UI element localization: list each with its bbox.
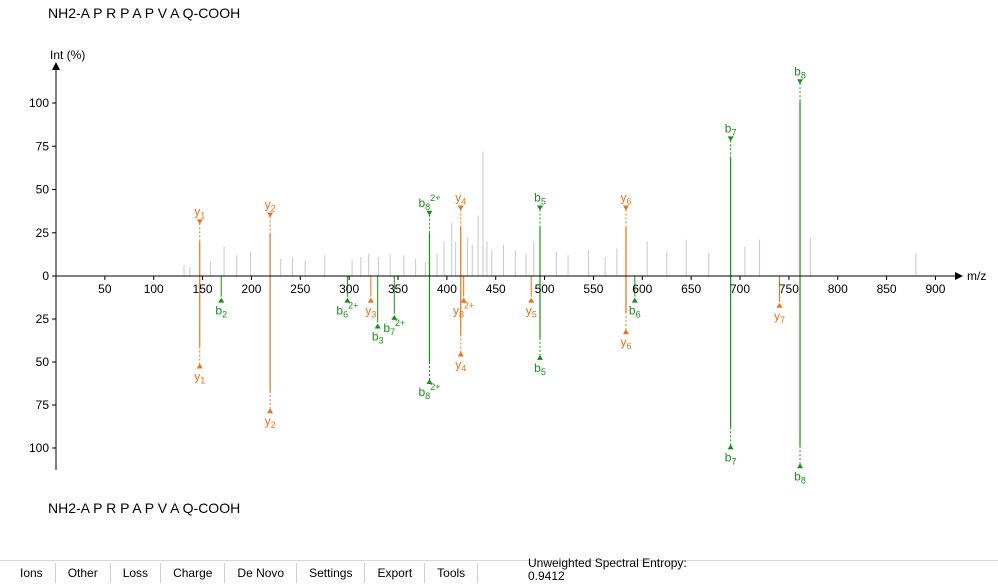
peak-marker [536, 205, 543, 211]
predicted-marker [218, 297, 225, 303]
export-menu-button[interactable]: Export [365, 562, 426, 583]
predicted-label: y82+ [453, 301, 474, 320]
peak-label-top: b5 [534, 191, 546, 207]
peak-label-bottom: b7 [725, 450, 737, 466]
peak-label-bottom: b5 [534, 361, 546, 377]
settings-menu-button[interactable]: Settings [297, 562, 366, 583]
de-novo-menu-button[interactable]: De Novo [225, 562, 298, 583]
peak-marker [797, 79, 804, 85]
x-tick-label: 400 [437, 282, 457, 296]
predicted-marker [631, 297, 638, 303]
predicted-marker [374, 323, 381, 329]
tools-menu-button[interactable]: Tools [425, 562, 479, 583]
predicted-label: y7 [774, 309, 785, 325]
predicted-label: b72+ [383, 318, 405, 337]
spectral-entropy: Unweighted Spectral Entropy: 0.9412 [528, 557, 687, 583]
peptide-sequence-bottom: NH2-A P R P A P V A Q-COOH [48, 500, 241, 516]
x-tick-label: 900 [925, 282, 945, 296]
x-tick-label: 50 [98, 282, 112, 296]
x-tick-label: 100 [144, 282, 164, 296]
x-tick-label: 200 [241, 282, 261, 296]
peak-label-top: y1 [194, 204, 205, 220]
spectrum-plot[interactable]: y1 y1 y2 y2 b82+ b82+ y4 y4 b5 b5 y6 y6 b7 b7 b8 b8 b2 b6… [0, 0, 998, 560]
peak-marker [196, 219, 203, 225]
peak-label-top: y4 [455, 191, 466, 207]
y-tick-label-mirror: 100 [29, 441, 49, 455]
predicted-marker [460, 297, 467, 303]
spectral-entropy-label: Unweighted Spectral Entropy: [528, 556, 687, 570]
predicted-marker [344, 297, 351, 303]
peak-label-bottom: b8 [794, 469, 806, 485]
y-tick-label-mirror: 50 [36, 355, 50, 369]
mirror-marker [457, 351, 464, 357]
peak-label-top: y6 [620, 191, 631, 207]
x-tick-label: 300 [339, 282, 359, 296]
peak-marker [426, 210, 433, 216]
peak-label-top: y2 [265, 197, 276, 213]
mirror-marker [196, 363, 203, 369]
mirror-marker [267, 408, 274, 414]
peak-label-bottom: y4 [455, 357, 466, 373]
spectral-entropy-value: 0.9412 [528, 569, 565, 583]
y-tick-label: 25 [36, 226, 50, 240]
y-axis-label: Int (%) [50, 48, 85, 62]
peak-marker [622, 205, 629, 211]
other-menu-button[interactable]: Other [56, 562, 111, 583]
x-tick-label: 350 [388, 282, 408, 296]
peak-label-top: b82+ [418, 193, 440, 212]
x-tick-label: 550 [583, 282, 603, 296]
mirror-marker [536, 354, 543, 360]
x-tick-label: 600 [632, 282, 652, 296]
mirror-marker [426, 379, 433, 384]
peak-marker [267, 212, 274, 218]
peak-label-top: b7 [725, 121, 737, 137]
peak-label-bottom: b82+ [418, 382, 440, 401]
x-tick-label: 450 [486, 282, 506, 296]
ions-menu-button[interactable]: Ions [0, 562, 56, 583]
mirror-marker [727, 444, 734, 450]
predicted-marker [391, 314, 398, 320]
y-tick-label-mirror: 25 [36, 312, 50, 326]
loss-menu-button[interactable]: Loss [111, 562, 162, 583]
predicted-label: b3 [372, 329, 384, 345]
predicted-label: b2 [215, 304, 227, 320]
peak-label-top: b8 [794, 64, 806, 80]
y-tick-label-mirror: 75 [36, 398, 50, 412]
y-tick-label: 75 [36, 139, 50, 153]
predicted-label: y3 [365, 304, 376, 320]
x-tick-label: 700 [730, 282, 750, 296]
x-axis-arrow [955, 272, 963, 280]
peak-label-bottom: y6 [620, 335, 631, 351]
mirror-marker [622, 329, 629, 335]
x-tick-label: 250 [290, 282, 310, 296]
charge-menu-button[interactable]: Charge [161, 562, 226, 583]
x-tick-label: 500 [535, 282, 555, 296]
x-tick-label: 650 [681, 282, 701, 296]
predicted-marker [776, 302, 783, 308]
predicted-label: y5 [526, 304, 537, 320]
peak-label-bottom: y1 [194, 370, 205, 386]
predicted-label: b6 [629, 304, 641, 320]
peak-marker [727, 136, 734, 142]
x-tick-label: 750 [779, 282, 799, 296]
peptide-sequence-top: NH2-A P R P A P V A Q-COOH [48, 5, 241, 21]
y-tick-label: 100 [29, 96, 49, 110]
x-axis-label: m/z [967, 269, 986, 283]
x-tick-label: 850 [877, 282, 897, 296]
peak-marker [457, 205, 464, 211]
y-tick-label: 0 [42, 269, 49, 283]
predicted-label: b62+ [336, 301, 358, 320]
x-tick-label: 800 [828, 282, 848, 296]
x-tick-label: 150 [193, 282, 213, 296]
predicted-marker [528, 297, 535, 303]
bottom-toolbar: Ions Other Loss Charge De Novo Settings … [0, 560, 998, 584]
predicted-marker [367, 297, 374, 303]
y-tick-label: 50 [36, 183, 50, 197]
mirror-marker [797, 463, 804, 469]
y-axis-arrow [52, 62, 60, 70]
peak-label-bottom: y2 [265, 414, 276, 430]
